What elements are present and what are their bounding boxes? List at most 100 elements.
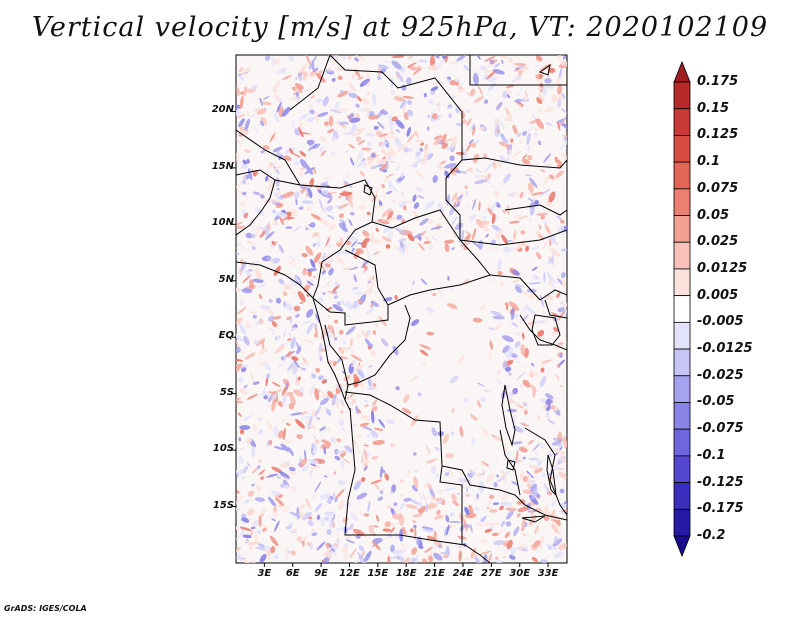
field-speck: [379, 130, 386, 139]
field-speck: [327, 314, 331, 319]
field-speck: [236, 400, 244, 404]
field-speck: [285, 381, 288, 389]
field-speck: [356, 332, 362, 339]
field-speck: [361, 147, 372, 151]
field-speck: [306, 116, 315, 123]
field-speck: [407, 147, 414, 153]
field-speck: [451, 135, 458, 147]
field-speck: [325, 235, 331, 247]
field-speck: [323, 516, 330, 521]
field-speck: [274, 191, 280, 201]
field-speck: [334, 281, 339, 287]
field-speck: [329, 495, 334, 500]
field-speck: [327, 198, 332, 204]
field-speck: [281, 418, 286, 422]
field-speck: [528, 457, 539, 461]
field-speck: [514, 241, 524, 251]
field-speck: [426, 126, 430, 131]
field-speck: [238, 66, 244, 73]
field-speck: [291, 120, 295, 129]
field-speck: [315, 313, 321, 324]
field-speck: [267, 179, 273, 184]
field-speck: [430, 86, 439, 92]
colorbar-swatch: [673, 508, 691, 537]
field-speck: [391, 116, 398, 122]
field-speck: [287, 362, 295, 372]
field-speck: [419, 147, 424, 152]
field-speck: [331, 77, 336, 82]
field-speck: [313, 435, 317, 440]
field-speck: [370, 232, 374, 242]
field-speck: [309, 258, 316, 269]
field-speck: [504, 441, 508, 455]
field-speck: [282, 191, 295, 198]
field-speck: [445, 453, 454, 459]
field-speck: [271, 57, 275, 68]
field-speck: [540, 215, 546, 220]
field-speck: [272, 511, 278, 516]
field-speck: [334, 450, 346, 455]
field-speck: [309, 458, 319, 465]
field-speck: [527, 182, 534, 194]
field-speck: [437, 164, 442, 170]
field-speck: [277, 430, 284, 439]
field-speck: [268, 298, 273, 303]
colorbar-label: -0.175: [697, 501, 744, 517]
field-speck: [418, 59, 428, 63]
field-speck: [548, 453, 553, 457]
field-speck: [282, 355, 287, 362]
field-speck: [477, 175, 488, 178]
field-speck: [439, 551, 451, 555]
field-speck: [242, 534, 252, 539]
field-speck: [354, 57, 360, 62]
country-borders: [236, 55, 567, 563]
field-speck: [504, 385, 511, 389]
field-speck: [428, 98, 434, 105]
field-speck: [295, 92, 300, 97]
field-speck: [256, 465, 261, 470]
field-speck: [494, 323, 503, 332]
field-speck: [264, 551, 272, 561]
field-speck: [368, 280, 372, 284]
field-speck: [419, 344, 432, 350]
field-speck: [355, 103, 360, 108]
field-speck: [559, 144, 565, 151]
field-speck: [236, 534, 242, 543]
field-speck: [444, 487, 457, 491]
field-speck: [311, 60, 315, 72]
field-speck: [540, 169, 546, 173]
field-speck: [368, 330, 371, 334]
field-speck: [280, 356, 285, 361]
field-speck: [556, 353, 560, 356]
field-speck: [239, 429, 245, 435]
field-speck: [377, 218, 390, 225]
field-speck: [492, 118, 501, 126]
field-speck: [457, 198, 462, 202]
field-speck: [287, 549, 292, 554]
field-speck: [290, 208, 297, 217]
field-speck: [558, 471, 567, 479]
field-speck: [520, 422, 530, 427]
field-speck: [546, 410, 550, 421]
field-speck: [369, 351, 378, 356]
field-speck: [533, 132, 539, 137]
field-speck: [463, 558, 472, 561]
field-speck: [483, 389, 491, 393]
colorbar-label: 0.025: [697, 234, 739, 250]
field-speck: [269, 535, 279, 547]
field-speck: [338, 196, 342, 199]
field-speck: [543, 153, 552, 163]
field-speck: [281, 106, 291, 117]
field-speck: [236, 114, 246, 119]
field-speck: [441, 142, 449, 149]
field-speck: [305, 497, 312, 510]
field-speck: [347, 113, 355, 119]
field-speck: [468, 214, 477, 221]
field-speck: [545, 122, 552, 126]
field-speck: [491, 532, 499, 537]
field-speck: [285, 226, 293, 229]
field-speck: [557, 310, 566, 321]
field-speck: [372, 93, 377, 106]
field-speck: [537, 140, 542, 146]
field-speck: [259, 554, 267, 563]
